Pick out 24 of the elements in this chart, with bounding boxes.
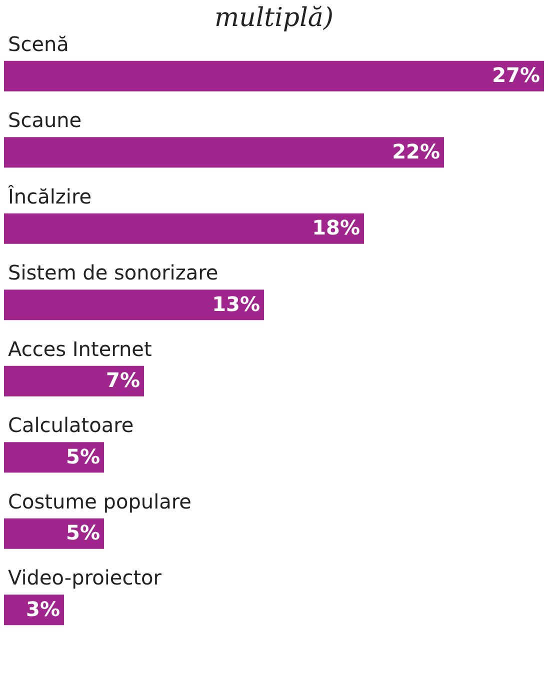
y-tick-label: Scaune <box>8 108 82 132</box>
chart-title: multiplă) <box>214 2 334 33</box>
y-tick-label: Sistem de sonorizare <box>8 260 218 285</box>
data-label: 18% <box>312 216 360 240</box>
data-label: 3% <box>26 596 60 621</box>
bar <box>4 518 104 549</box>
data-label: 5% <box>66 520 100 545</box>
data-label: 5% <box>66 444 100 468</box>
y-tick-label: Încălzire <box>7 184 92 208</box>
data-label: 7% <box>106 368 140 392</box>
y-tick-label: Video-proiector <box>8 566 162 590</box>
data-label: 27% <box>492 63 540 88</box>
bar <box>4 366 144 396</box>
y-tick-label: Costume populare <box>8 489 192 514</box>
y-tick-label: Calculatoare <box>8 413 134 438</box>
bar <box>4 213 364 244</box>
y-tick-label: Scenă <box>8 32 69 56</box>
bar <box>4 442 104 473</box>
bar <box>4 60 544 92</box>
data-label: 22% <box>392 139 440 164</box>
y-tick-label: Acces Internet <box>8 336 152 361</box>
bar <box>4 290 264 320</box>
data-label: 13% <box>212 292 260 316</box>
bar <box>4 137 444 168</box>
